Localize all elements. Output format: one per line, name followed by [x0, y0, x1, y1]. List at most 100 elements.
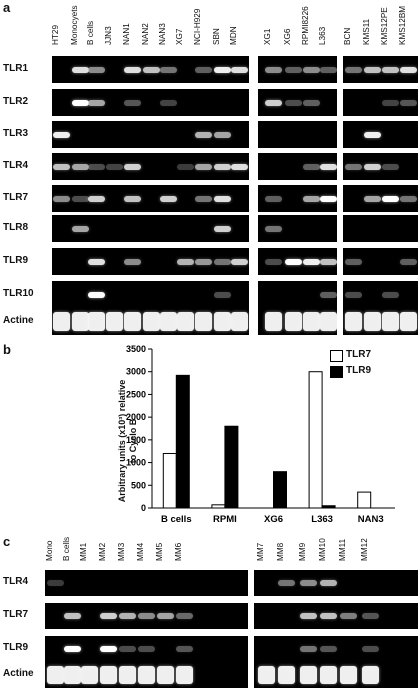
- gel-band: [88, 312, 105, 331]
- gel-band: [100, 666, 117, 684]
- lane-label: MM4: [136, 542, 145, 561]
- gel-band: [47, 580, 64, 586]
- gel-band: [320, 291, 337, 298]
- gel-band: [106, 163, 123, 170]
- gel-band: [100, 646, 117, 652]
- lane-label: XG1: [263, 28, 272, 45]
- lane-label: MM3: [117, 542, 126, 561]
- gel-band: [53, 312, 70, 331]
- row-label: TLR10: [3, 287, 34, 299]
- gel-band: [72, 312, 89, 331]
- gel-band: [138, 646, 155, 652]
- gel-band: [278, 580, 295, 586]
- gel-band: [303, 312, 320, 331]
- bar-tlr9: [224, 425, 239, 509]
- gel-band: [364, 131, 381, 138]
- legend-swatch-tlr9: [330, 366, 343, 378]
- bar-tlr7: [162, 452, 177, 509]
- gel-band: [214, 163, 231, 170]
- gel-band: [278, 666, 295, 684]
- gel-band: [195, 258, 212, 265]
- gel-band: [340, 613, 357, 619]
- gel-band: [320, 195, 337, 202]
- gel-band: [64, 666, 81, 684]
- lane-label: Monocyets: [70, 5, 79, 45]
- lane-label: NAN2: [141, 23, 150, 45]
- lane-label: NAN1: [122, 23, 131, 45]
- row-label: TLR2: [3, 95, 28, 107]
- gel-band: [124, 99, 141, 106]
- row-label: TLR8: [3, 221, 28, 233]
- gel-band: [177, 163, 194, 170]
- row-label: Actine: [3, 668, 34, 679]
- bar-tlr7: [211, 504, 226, 509]
- gel-band: [382, 163, 399, 170]
- gel-band: [195, 163, 212, 170]
- gel-band: [143, 312, 160, 331]
- gel-band: [176, 646, 193, 652]
- gel-band: [364, 66, 381, 73]
- gel-band: [72, 225, 89, 232]
- gel-band: [100, 613, 117, 619]
- y-tick-label: 3000: [126, 367, 146, 377]
- gel-band: [72, 66, 89, 73]
- gel-band: [138, 666, 155, 684]
- gel-band: [345, 163, 362, 170]
- y-tick-label: 0: [141, 503, 146, 513]
- gel-band: [88, 66, 105, 73]
- lane-label: NCI-H929: [193, 8, 202, 45]
- gel-band: [303, 258, 320, 265]
- gel-band: [345, 66, 362, 73]
- gel-band: [72, 195, 89, 202]
- lane-label: L363: [318, 26, 327, 45]
- gel-band: [119, 613, 136, 619]
- gel-band: [320, 666, 337, 684]
- lane-label: MM12: [360, 538, 369, 561]
- row-label: Actine: [3, 314, 34, 326]
- gel-band: [72, 163, 89, 170]
- gel-band: [160, 195, 177, 202]
- gel-band: [72, 99, 89, 106]
- gel-band: [88, 163, 105, 170]
- row-label: TLR4: [3, 576, 28, 587]
- panel-a-letter: a: [3, 0, 11, 15]
- gel-band: [47, 666, 64, 684]
- gel-band: [176, 666, 193, 684]
- gel-band: [300, 646, 317, 652]
- lane-label: NAN3: [158, 23, 167, 45]
- lane-label: MM8: [276, 542, 285, 561]
- lane-label: MM9: [298, 542, 307, 561]
- lane-label: RPMI8226: [301, 6, 310, 45]
- gel-band: [345, 258, 362, 265]
- gel-band: [53, 195, 70, 202]
- lane-label: SBN: [212, 28, 221, 45]
- gel-band: [364, 163, 381, 170]
- gel-strip: [258, 121, 337, 148]
- gel-band: [231, 66, 248, 73]
- gel-strip: [45, 570, 248, 596]
- x-tick-label: RPMI: [213, 514, 237, 525]
- row-label: TLR9: [3, 254, 28, 266]
- gel-band: [285, 99, 302, 106]
- gel-band: [88, 291, 105, 298]
- gel-band: [320, 312, 337, 331]
- gel-band: [214, 131, 231, 138]
- gel-band: [300, 613, 317, 619]
- x-tick-label: B cells: [161, 514, 192, 525]
- gel-band: [177, 312, 194, 331]
- lane-label: KMS11: [362, 18, 371, 45]
- lane-label: HT29: [51, 24, 60, 45]
- gel-band: [320, 580, 337, 586]
- gel-band: [124, 258, 141, 265]
- gel-band: [231, 163, 248, 170]
- y-tick-label: 500: [131, 480, 146, 490]
- y-tick-label: 3500: [126, 344, 146, 354]
- gel-band: [400, 99, 417, 106]
- gel-band: [345, 291, 362, 298]
- gel-band: [106, 312, 123, 331]
- bar-tlr9: [321, 505, 336, 509]
- panel-b-bar-chart: 0 500 1000 1500 2000 2500 3000 3500 B cells RPMI X…: [126, 344, 395, 525]
- gel-band: [382, 312, 399, 331]
- gel-band: [81, 666, 98, 684]
- gel-band: [285, 258, 302, 265]
